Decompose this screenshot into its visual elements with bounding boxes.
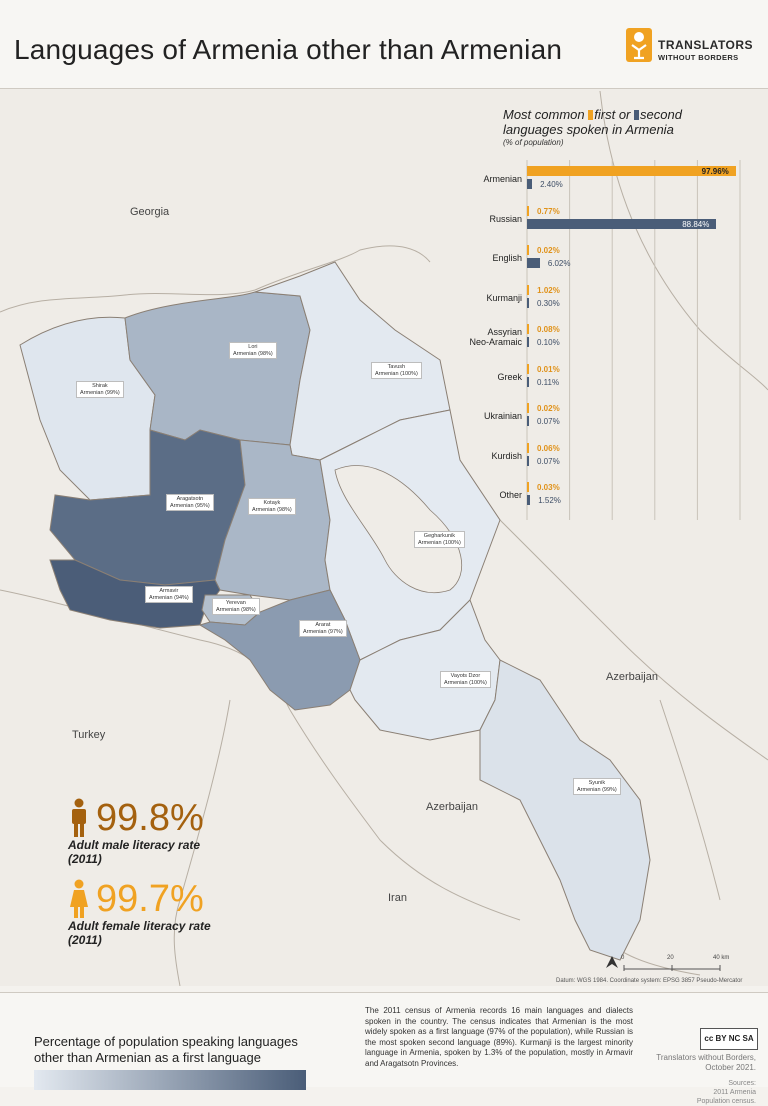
label-iran: Iran <box>388 892 407 904</box>
map-svg <box>0 90 768 986</box>
province-label-kotayk: Kotayk Armenian (98%) <box>248 498 296 515</box>
chart-bar-second <box>527 455 529 466</box>
map-area <box>0 89 768 986</box>
province-label-vayots-dzor: Vayots Dzor Armenian (100%) <box>440 671 491 688</box>
province-label-aragatsotn: Aragatsotn Armenian (95%) <box>166 494 214 511</box>
female-literacy-value: 99.7% <box>96 878 204 920</box>
description-text: The 2011 census of Armenia records 16 ma… <box>365 1006 633 1068</box>
scale-tick-40: 40 km <box>713 955 730 961</box>
page-title: Languages of Armenia other than Armenian <box>14 34 563 65</box>
chart-value-first: 0.01% <box>537 364 560 374</box>
male-literacy-value: 99.8% <box>96 797 204 839</box>
chart-category-label: Greek <box>497 371 522 382</box>
label-azerbaijan-east: Azerbaijan <box>606 671 658 683</box>
chart-category-label: Armenian <box>483 174 522 184</box>
label-turkey: Turkey <box>72 729 106 741</box>
chart-bar-first <box>527 284 530 295</box>
label-georgia: Georgia <box>130 206 170 218</box>
scale-tick-0: 0 <box>621 955 625 961</box>
chart-bar-first <box>527 245 529 255</box>
chart-value-first: 0.08% <box>537 325 560 334</box>
chart-bar-second <box>527 297 529 308</box>
province-label-yerevan: Yerevan Armenian (98%) <box>212 598 260 615</box>
chart-value-second: 6.02% <box>547 259 571 268</box>
chart-category-label: Assyrian Neo-Aramaic <box>469 327 522 347</box>
province-label-syunik: Syunik Armenian (99%) <box>573 778 621 795</box>
chart-bar-second <box>527 337 529 347</box>
male-literacy-year: (2011) <box>68 852 102 866</box>
chart-value-second: 0.30% <box>537 298 560 308</box>
logo-line2: WITHOUT BORDERS <box>658 53 739 62</box>
chart-category-label: Ukrainian <box>483 411 522 421</box>
chart-value-second: 0.07% <box>537 417 560 426</box>
chart-bar-second <box>527 416 529 426</box>
province-syunik[interactable] <box>479 659 651 961</box>
sources-text: Sources: 2011 Armenia Population census. <box>696 1080 756 1105</box>
header: Languages of Armenia other than Armenian… <box>0 0 768 89</box>
scale-bar <box>623 965 721 971</box>
provinces-layer <box>19 261 651 961</box>
chart-bar-first <box>527 205 529 216</box>
datum-text: Datum: WGS 1984. Coordinate system: EPSG… <box>556 978 743 984</box>
chart-value-second: 0.10% <box>537 338 560 347</box>
license-badge[interactable]: cc BY NC SA <box>700 1028 758 1050</box>
chart-bar-first <box>527 442 529 453</box>
scale-tick-20: 20 <box>667 955 674 961</box>
chart-value-first: 0.02% <box>537 404 560 413</box>
chart-bar-second <box>527 258 540 268</box>
legend-title: Percentage of population speaking langua… <box>34 1034 298 1065</box>
male-figure-icon <box>72 798 86 837</box>
chart-bar-first <box>527 482 529 492</box>
chart-value-second: 2.40% <box>540 180 563 189</box>
chart-value-second: 88.84% <box>682 219 710 229</box>
chart-value-first: 0.77% <box>537 206 560 216</box>
province-label-shirak: Shirak Armenian (99%) <box>76 381 124 398</box>
chart-value-second: 0.07% <box>537 456 560 466</box>
female-figure-icon <box>70 879 88 918</box>
chart-value-first: 0.06% <box>537 443 560 453</box>
chart-value-second: 0.11% <box>537 377 560 387</box>
chart-category-label: Other <box>499 490 522 500</box>
chart-bar-first <box>527 324 529 334</box>
chart-bar-first <box>527 403 529 413</box>
logo-line1: TRANSLATORS <box>658 38 754 52</box>
province-label-ararat: Ararat Armenian (97%) <box>299 620 347 637</box>
chart-category-label: Kurdish <box>491 450 522 461</box>
province-label-armavir: Armavir Armenian (94%) <box>145 586 193 603</box>
male-literacy-caption: Adult male literacy rate <box>68 838 201 852</box>
label-azerbaijan-nakhchivan: Azerbaijan <box>426 801 478 813</box>
chart-bar-second <box>527 495 531 505</box>
chart-bar-second <box>527 218 717 229</box>
twb-logo[interactable]: TRANSLATORS WITHOUT BORDERS <box>626 28 756 68</box>
province-label-lori: Lori Armenian (98%) <box>229 342 277 359</box>
literacy-male: 99.8% Adult male literacy rate (2011) <box>68 798 204 866</box>
chart-bar-first <box>527 363 529 374</box>
chart-value-first: 0.02% <box>537 246 560 255</box>
chart-bar-first <box>527 166 736 176</box>
chart-value-first: 0.03% <box>537 483 560 492</box>
chart-category-label: English <box>492 253 522 263</box>
chart-category-label: Kurmanji <box>486 292 522 303</box>
chart-subtitle: (% of population) <box>503 138 564 147</box>
province-label-tavush: Tavush Armenian (100%) <box>371 362 422 379</box>
lake-sevan <box>334 465 463 594</box>
north-arrow-icon <box>606 956 618 968</box>
credit-text: Translators without Borders, October 2021… <box>656 1053 756 1072</box>
chart-value-second: 1.52% <box>538 496 561 505</box>
province-label-gegharkunik: Gegharkunik Armenian (100%) <box>414 531 465 548</box>
chart-category-label: Russian <box>489 213 522 224</box>
chart-value-first: 1.02% <box>537 285 560 295</box>
chart-bar-second <box>527 376 529 387</box>
chart-bar-second <box>527 179 533 189</box>
chart-value-first: 97.96% <box>701 167 729 176</box>
legend-gradient <box>34 1070 306 1090</box>
female-literacy-year: (2011) <box>68 933 102 947</box>
female-literacy-caption: Adult female literacy rate <box>68 919 211 933</box>
chart-title: Most common first or second languages sp… <box>503 107 682 137</box>
twb-logo-icon <box>626 28 652 62</box>
literacy-female: 99.7% Adult female literacy rate (2011) <box>68 879 211 947</box>
